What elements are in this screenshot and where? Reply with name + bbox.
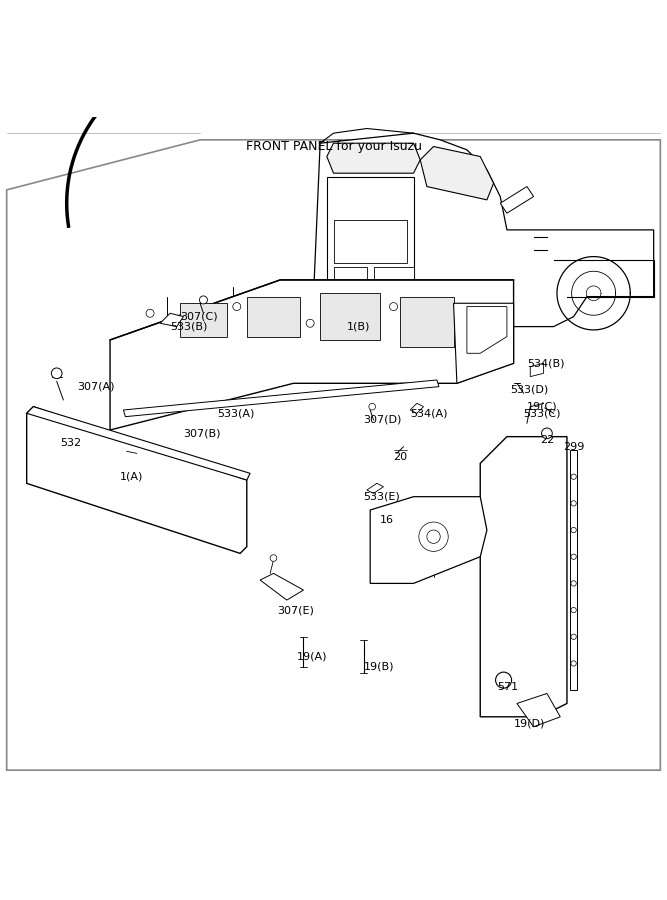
Text: 534(A): 534(A): [410, 409, 448, 419]
Polygon shape: [467, 307, 507, 354]
Polygon shape: [370, 497, 487, 583]
Text: 1(B): 1(B): [347, 321, 370, 331]
Polygon shape: [420, 147, 494, 200]
Circle shape: [571, 608, 576, 613]
Circle shape: [270, 554, 277, 562]
Text: 533(D): 533(D): [510, 385, 548, 395]
Polygon shape: [334, 266, 367, 280]
Circle shape: [571, 634, 576, 639]
Circle shape: [571, 554, 576, 560]
Text: 533(C): 533(C): [524, 409, 561, 419]
Circle shape: [233, 302, 241, 310]
Text: 20: 20: [394, 452, 408, 462]
Text: 533(A): 533(A): [217, 409, 254, 419]
Circle shape: [571, 580, 576, 586]
Polygon shape: [400, 297, 454, 346]
Polygon shape: [480, 436, 567, 716]
Polygon shape: [517, 694, 560, 727]
Circle shape: [571, 661, 576, 666]
Polygon shape: [123, 380, 439, 417]
Polygon shape: [27, 407, 247, 554]
Text: 533(E): 533(E): [364, 491, 400, 501]
Text: 534(B): 534(B): [527, 358, 564, 368]
Text: 1(A): 1(A): [120, 472, 143, 482]
Text: 19(C): 19(C): [527, 401, 558, 411]
Polygon shape: [247, 297, 300, 337]
Text: 307(C): 307(C): [180, 311, 217, 321]
Text: 307(A): 307(A): [77, 382, 114, 392]
Polygon shape: [500, 186, 534, 213]
Polygon shape: [327, 143, 420, 173]
Circle shape: [470, 316, 478, 324]
Circle shape: [390, 302, 398, 310]
Polygon shape: [313, 133, 654, 327]
Polygon shape: [27, 407, 250, 480]
Polygon shape: [374, 266, 414, 280]
Polygon shape: [327, 280, 420, 297]
Circle shape: [369, 403, 376, 410]
Polygon shape: [180, 303, 227, 337]
Circle shape: [199, 296, 207, 304]
Text: 307(D): 307(D): [364, 415, 402, 425]
Circle shape: [419, 522, 448, 552]
Circle shape: [542, 428, 552, 438]
Polygon shape: [454, 303, 514, 383]
Polygon shape: [160, 313, 183, 327]
Polygon shape: [260, 573, 303, 600]
Polygon shape: [110, 280, 514, 430]
Text: 19(A): 19(A): [297, 652, 327, 662]
Circle shape: [427, 530, 440, 544]
Polygon shape: [570, 450, 577, 690]
Text: 19(B): 19(B): [364, 662, 394, 671]
Text: 307(E): 307(E): [277, 605, 313, 615]
Text: 16: 16: [380, 515, 394, 525]
Polygon shape: [334, 220, 407, 263]
Text: 571: 571: [497, 682, 518, 692]
Circle shape: [571, 474, 576, 480]
Circle shape: [571, 527, 576, 533]
Text: 533(B): 533(B): [170, 321, 207, 331]
Polygon shape: [327, 176, 414, 280]
Circle shape: [496, 672, 512, 688]
Text: 532: 532: [60, 438, 81, 448]
Text: 22: 22: [540, 435, 554, 445]
Text: 19(D): 19(D): [514, 718, 545, 728]
Circle shape: [51, 368, 62, 379]
Text: 307(B): 307(B): [183, 428, 221, 438]
Polygon shape: [367, 483, 384, 493]
Circle shape: [146, 310, 154, 318]
Polygon shape: [7, 140, 660, 770]
Text: FRONT PANEL for your Isuzu: FRONT PANEL for your Isuzu: [245, 140, 422, 153]
Polygon shape: [410, 403, 424, 413]
Circle shape: [571, 500, 576, 506]
Text: 299: 299: [564, 442, 585, 452]
Circle shape: [306, 320, 314, 328]
Polygon shape: [530, 364, 544, 376]
Polygon shape: [320, 293, 380, 340]
